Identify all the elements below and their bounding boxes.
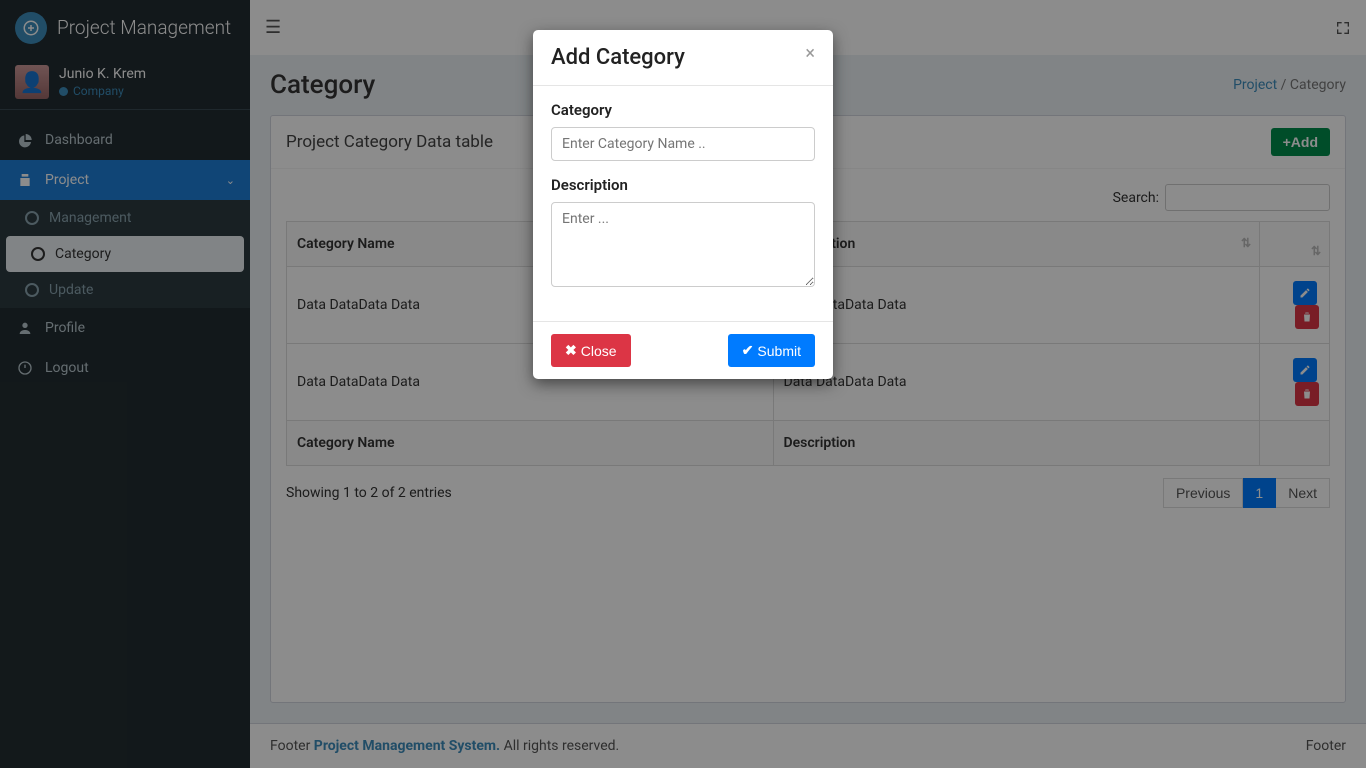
check-icon: ✔: [742, 342, 754, 359]
modal-body: Category Description: [533, 86, 833, 321]
category-label: Category: [551, 101, 815, 119]
description-field-group: Description: [551, 176, 815, 291]
close-button[interactable]: ✖ Close: [551, 334, 631, 367]
category-input[interactable]: [551, 127, 815, 161]
description-input[interactable]: [551, 202, 815, 287]
description-label: Description: [551, 176, 815, 194]
submit-button[interactable]: ✔ Submit: [728, 334, 815, 367]
x-icon: ✖: [565, 342, 577, 359]
modal-title: Add Category: [551, 45, 685, 70]
modal-footer: ✖ Close ✔ Submit: [533, 321, 833, 379]
modal-header: Add Category ×: [533, 30, 833, 86]
category-field-group: Category: [551, 101, 815, 161]
add-category-modal: Add Category × Category Description ✖ Cl…: [533, 30, 833, 379]
close-icon[interactable]: ×: [805, 45, 815, 63]
